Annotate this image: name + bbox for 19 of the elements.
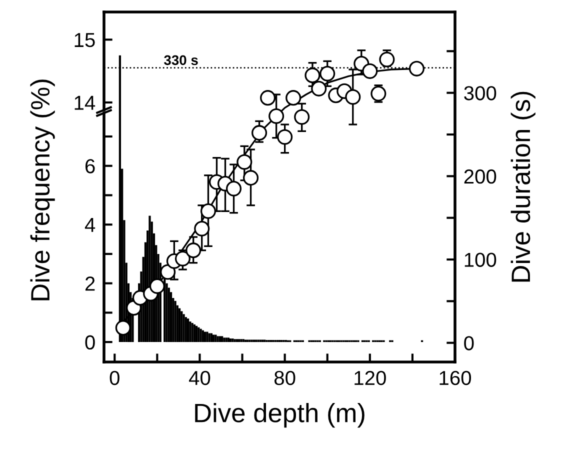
y-tick-label: 0 [85, 335, 95, 350]
x-tick-label: 40 [188, 370, 210, 386]
y-tick-label: 2 [85, 276, 95, 291]
x-tick-label: 80 [274, 370, 296, 386]
y2-tick-label: 300 [464, 86, 496, 100]
y2-tick-label: 100 [464, 252, 496, 267]
y2-tick-label: 0 [464, 336, 474, 350]
y-axis-title: Dive frequency (%) [30, 80, 55, 300]
y2-tick-label: 200 [464, 169, 496, 184]
y-tick-label: 6 [85, 159, 95, 174]
y-tick-label: 15 [74, 33, 95, 48]
x-tick-label: 120 [354, 370, 386, 386]
x-axis-title: Dive depth (m) [195, 402, 364, 428]
ref-line-label: 330 s [164, 55, 198, 66]
y-tick-label: 4 [84, 218, 96, 232]
y2-axis-title: Dive duration (s) [510, 92, 536, 282]
y-tick-label: 14 [74, 96, 96, 110]
x-tick-label: 160 [440, 370, 472, 386]
x-tick-label: 0 [110, 370, 120, 386]
